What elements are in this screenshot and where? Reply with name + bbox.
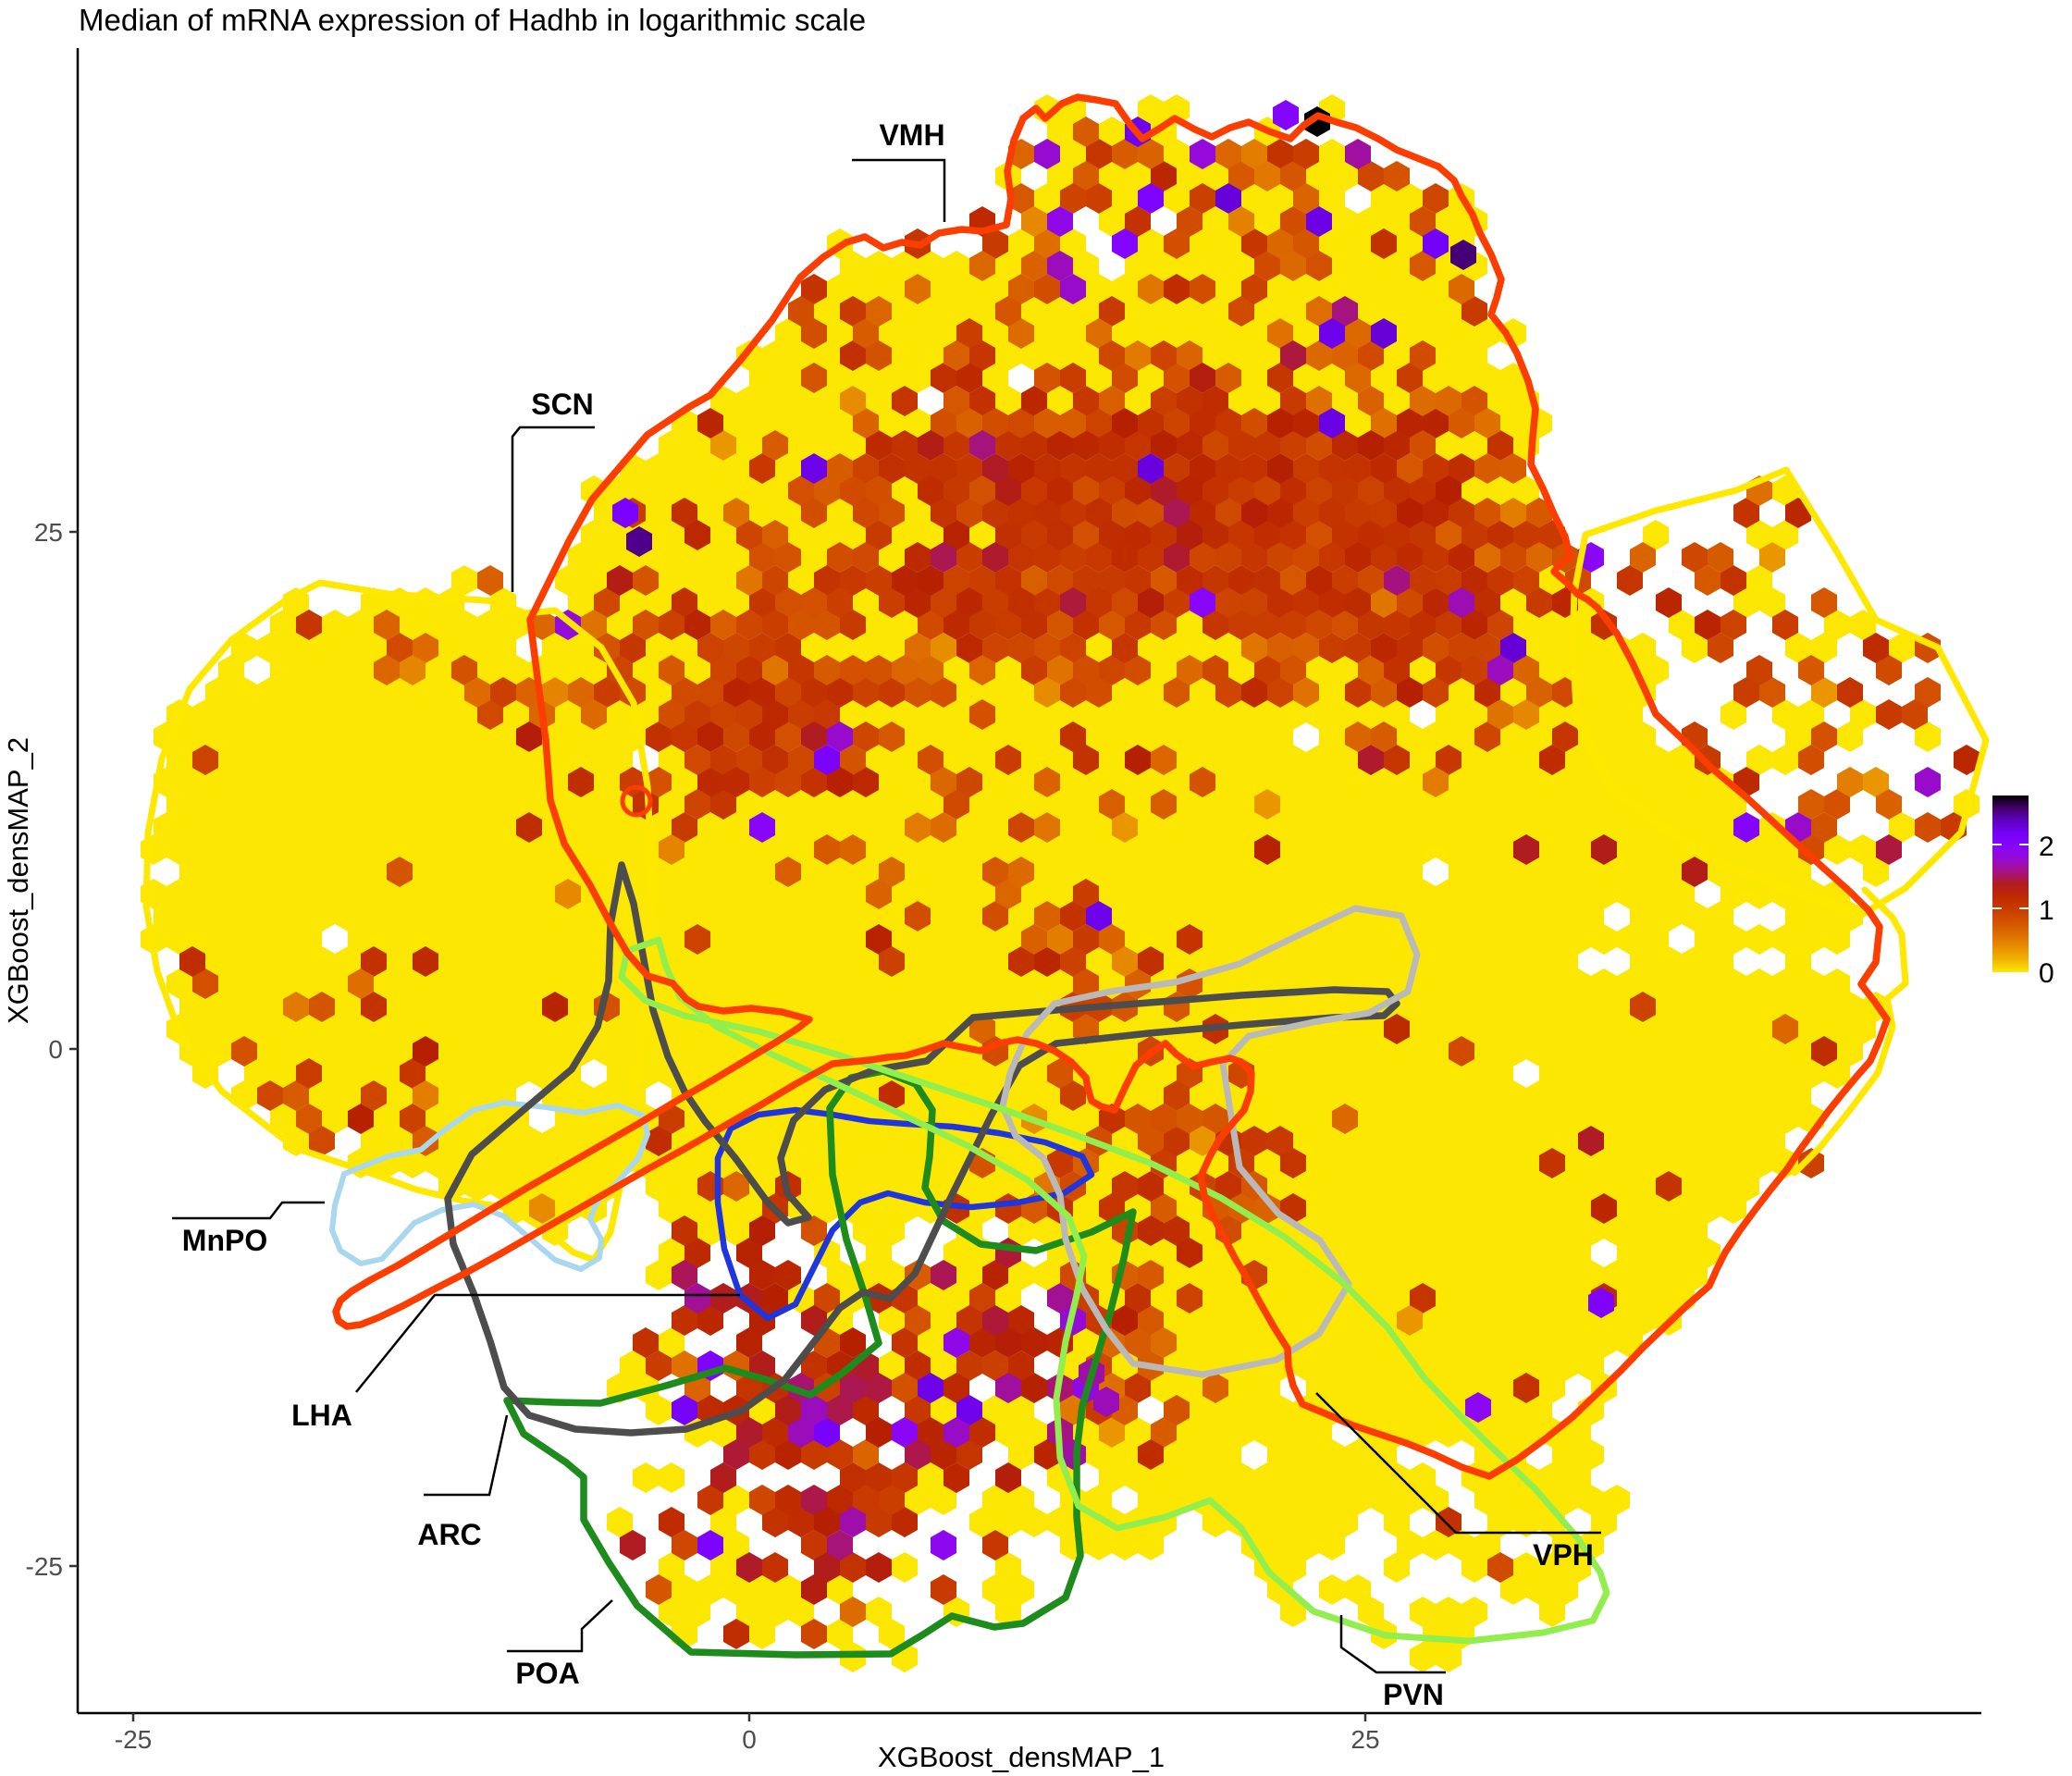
svg-text:XGBoost_densMAP_1: XGBoost_densMAP_1: [878, 1741, 1165, 1773]
svg-text:SCN: SCN: [531, 388, 594, 421]
svg-text:VMH: VMH: [879, 118, 944, 152]
svg-text:1: 1: [2039, 895, 2054, 926]
svg-text:0: 0: [48, 1035, 63, 1064]
svg-text:25: 25: [1350, 1725, 1379, 1754]
svg-text:ARC: ARC: [417, 1518, 481, 1551]
svg-text:XGBoost_densMAP_2: XGBoost_densMAP_2: [2, 737, 34, 1024]
svg-text:2: 2: [2039, 832, 2054, 862]
svg-text:LHA: LHA: [291, 1399, 352, 1432]
svg-text:-25: -25: [26, 1552, 63, 1581]
svg-text:POA: POA: [515, 1657, 579, 1690]
svg-text:VPH: VPH: [1533, 1538, 1594, 1572]
svg-text:MnPO: MnPO: [182, 1224, 267, 1257]
svg-text:Median of mRNA expression of H: Median of mRNA expression of Hadhb in lo…: [79, 3, 866, 37]
svg-text:PVN: PVN: [1383, 1678, 1444, 1711]
svg-text:-25: -25: [115, 1725, 152, 1754]
svg-text:0: 0: [2039, 958, 2054, 989]
svg-text:25: 25: [34, 518, 63, 547]
svg-text:0: 0: [742, 1725, 757, 1754]
